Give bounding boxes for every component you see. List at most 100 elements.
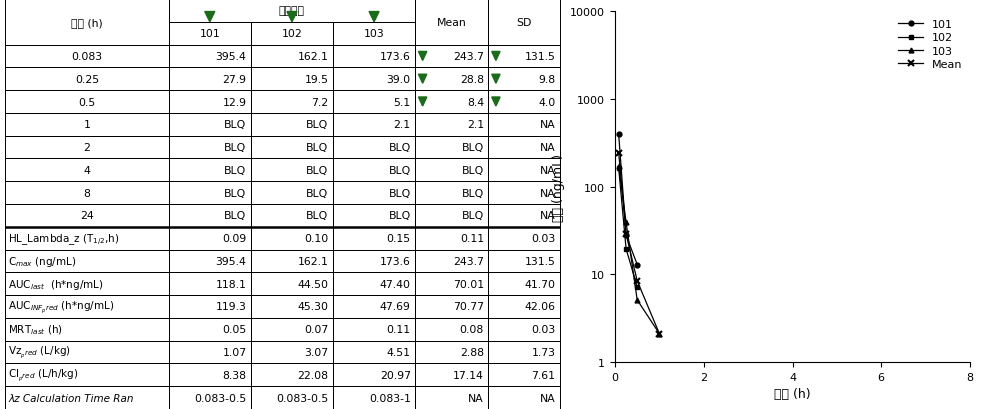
Bar <box>169 250 251 273</box>
Bar <box>333 386 415 409</box>
Mean <box>631 279 643 283</box>
Mean <box>653 331 665 336</box>
Bar <box>333 159 415 182</box>
Text: 0.083-1: 0.083-1 <box>369 393 411 402</box>
Bar <box>169 386 251 409</box>
Text: BLQ: BLQ <box>462 165 484 175</box>
Bar <box>251 227 333 250</box>
Bar <box>251 68 333 91</box>
Text: 0.11: 0.11 <box>387 324 411 335</box>
Bar <box>415 295 488 318</box>
Bar <box>415 136 488 159</box>
Bar <box>5 182 169 204</box>
Bar <box>251 386 333 409</box>
Text: 103: 103 <box>364 29 384 39</box>
Text: 47.69: 47.69 <box>380 302 411 312</box>
Mean <box>613 151 625 156</box>
Bar <box>5 91 169 114</box>
Text: 131.5: 131.5 <box>525 52 556 62</box>
Bar <box>488 68 560 91</box>
Bar <box>251 182 333 204</box>
103 <box>631 298 643 303</box>
Bar <box>169 23 251 45</box>
Text: 20.97: 20.97 <box>380 370 411 380</box>
Bar <box>251 91 333 114</box>
Bar <box>169 227 251 250</box>
Bar <box>333 295 415 318</box>
Text: BLQ: BLQ <box>306 120 329 130</box>
Polygon shape <box>492 75 500 84</box>
Text: Mean: Mean <box>437 18 467 28</box>
Text: BLQ: BLQ <box>224 165 246 175</box>
Text: BLQ: BLQ <box>306 211 329 221</box>
Bar <box>5 204 169 227</box>
Text: 395.4: 395.4 <box>216 256 246 266</box>
Line: 102: 102 <box>616 166 640 290</box>
Text: 173.6: 173.6 <box>380 256 411 266</box>
Text: AUC$_{INF_pred}$ (h*ng/mL): AUC$_{INF_pred}$ (h*ng/mL) <box>8 299 115 315</box>
Text: 47.40: 47.40 <box>380 279 411 289</box>
Text: BLQ: BLQ <box>462 188 484 198</box>
Bar <box>251 318 333 341</box>
Text: 4.51: 4.51 <box>387 347 411 357</box>
Bar <box>488 295 560 318</box>
Polygon shape <box>418 75 427 84</box>
Bar <box>415 45 488 68</box>
Bar <box>415 273 488 295</box>
Text: 0.083-0.5: 0.083-0.5 <box>276 393 329 402</box>
Text: 4.0: 4.0 <box>538 97 556 107</box>
Bar <box>251 136 333 159</box>
Text: λz Calculation Time Ran: λz Calculation Time Ran <box>8 393 134 402</box>
103 <box>620 220 632 225</box>
Text: 131.5: 131.5 <box>525 256 556 266</box>
Text: 1.73: 1.73 <box>532 347 556 357</box>
Bar <box>251 295 333 318</box>
Bar <box>169 204 251 227</box>
Polygon shape <box>492 52 500 61</box>
Polygon shape <box>418 98 427 107</box>
Bar <box>5 0 169 45</box>
Text: 动物编号: 动物编号 <box>279 7 305 16</box>
Bar <box>251 273 333 295</box>
Text: NA: NA <box>540 188 556 198</box>
Bar <box>333 23 415 45</box>
Bar <box>169 273 251 295</box>
Text: 243.7: 243.7 <box>453 52 484 62</box>
Bar <box>251 23 333 45</box>
Text: NA: NA <box>540 165 556 175</box>
Bar <box>169 45 251 68</box>
Bar <box>415 0 488 45</box>
X-axis label: 时间 (h): 时间 (h) <box>774 387 811 400</box>
Text: 173.6: 173.6 <box>380 52 411 62</box>
Bar <box>415 341 488 364</box>
Text: BLQ: BLQ <box>306 165 329 175</box>
Text: 时间 (h): 时间 (h) <box>71 18 103 28</box>
Bar <box>5 227 169 250</box>
Bar <box>415 68 488 91</box>
Bar <box>333 273 415 295</box>
Text: 0.08: 0.08 <box>460 324 484 335</box>
Bar <box>251 250 333 273</box>
Text: 0.09: 0.09 <box>222 234 246 244</box>
Text: 24: 24 <box>80 211 94 221</box>
Bar <box>415 91 488 114</box>
Bar <box>5 45 169 68</box>
Text: 2.1: 2.1 <box>467 120 484 130</box>
Bar <box>415 159 488 182</box>
Bar <box>5 68 169 91</box>
Bar <box>415 204 488 227</box>
Text: BLQ: BLQ <box>388 211 411 221</box>
Text: 17.14: 17.14 <box>453 370 484 380</box>
Bar <box>251 45 333 68</box>
Text: 4: 4 <box>83 165 90 175</box>
Bar <box>169 0 415 23</box>
Bar <box>488 386 560 409</box>
Text: 0.083: 0.083 <box>71 52 102 62</box>
Bar <box>5 364 169 386</box>
Bar <box>169 136 251 159</box>
Bar <box>5 318 169 341</box>
Bar <box>5 273 169 295</box>
Bar <box>5 250 169 273</box>
102 <box>613 166 625 171</box>
Text: 395.4: 395.4 <box>216 52 246 62</box>
